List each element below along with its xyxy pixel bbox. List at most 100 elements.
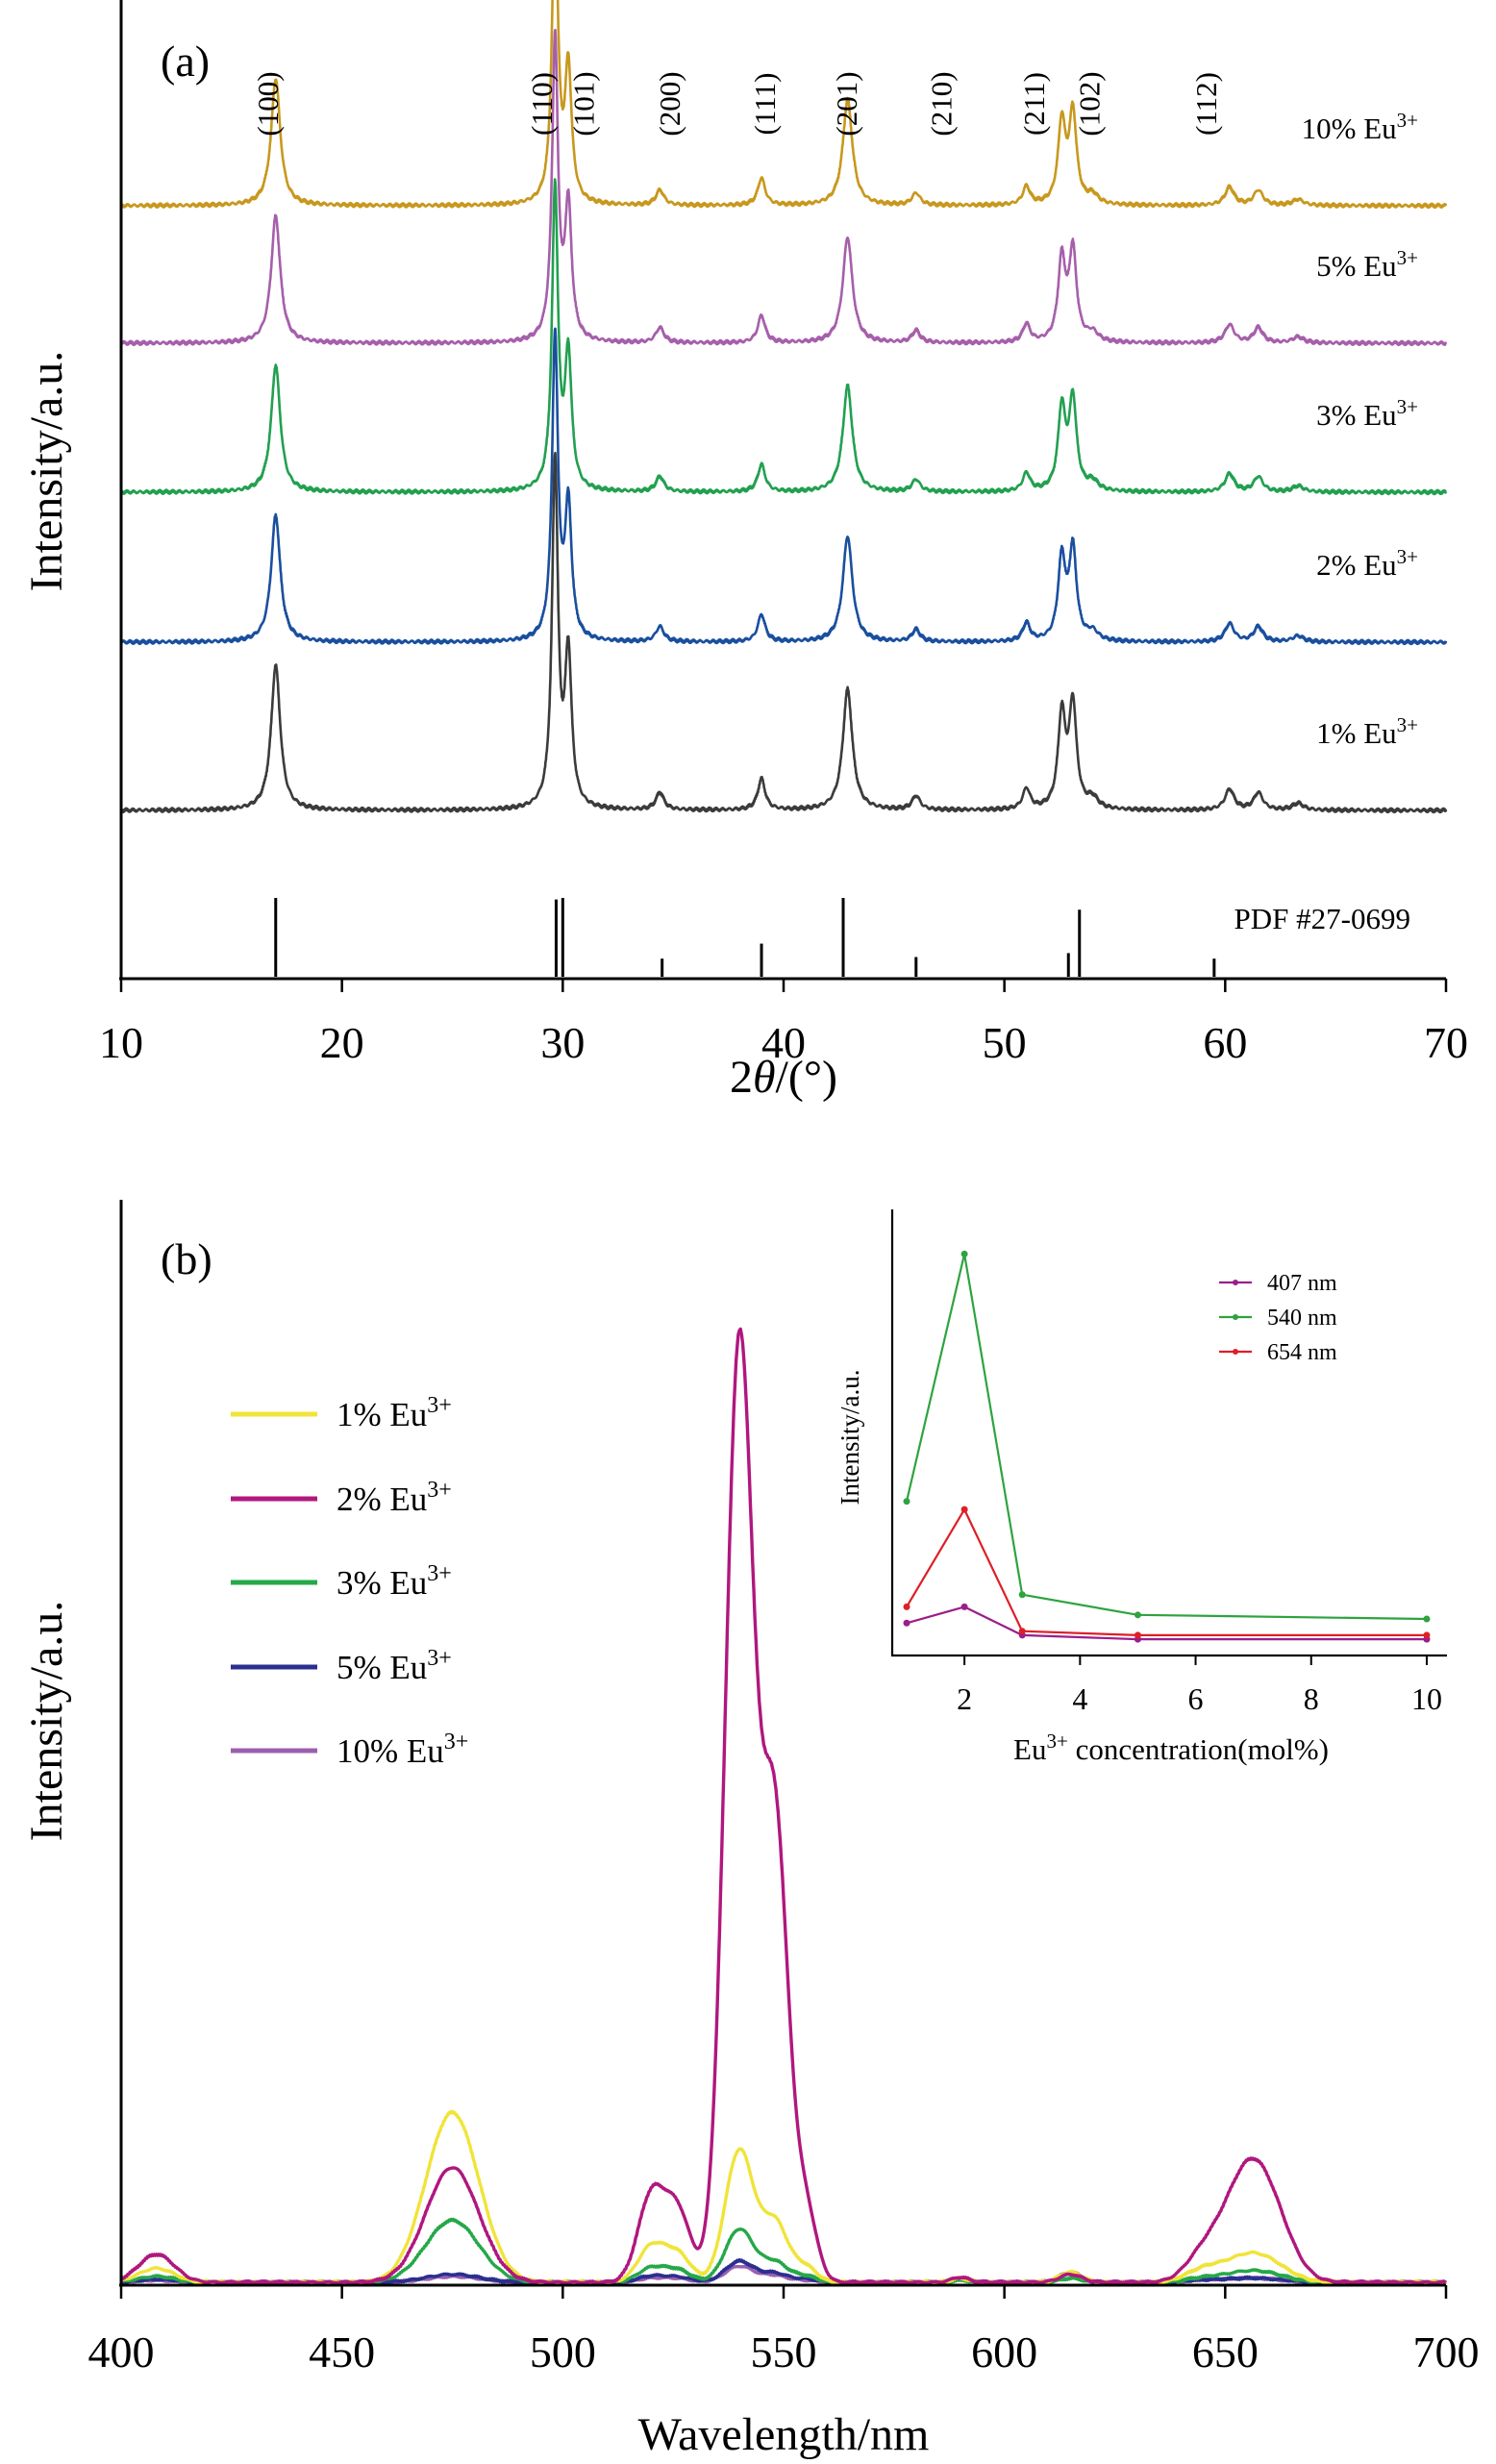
inset-point [903,1498,910,1506]
legend-item: 2% Eu3+ [231,1478,452,1518]
legend-item: 3% Eu3+ [231,1561,452,1602]
inset-legend-item: 540 nm [1219,1306,1337,1331]
xrd-series-line [119,28,1448,347]
b-x-ticks: 400 450 500 550 600 650 700 [88,2285,1480,2377]
inset-x-label-suffix: concentration(mol%) [1068,1732,1329,1766]
b-x-axis-label: Wavelength/nm [638,2409,930,2460]
b-x-tick-label: 400 [88,2327,155,2377]
a-x-tick-label: 30 [540,1018,585,1067]
inset-legend-marker [1233,1280,1238,1285]
a-x-tick-label: 20 [320,1018,364,1067]
xrd-series-line [119,451,1448,814]
inset-point [1423,1631,1431,1639]
inset-x-tick-label: 8 [1304,1681,1319,1716]
inset-y-axis-label: Intensity/a.u. [835,1370,864,1506]
inset-point [1134,1631,1141,1639]
hkl-label: (100) [251,71,285,136]
inset-curves [903,1250,1431,1643]
hkl-label: (210) [925,71,959,136]
series-labels: 1% Eu3+ 2% Eu3+ 3% Eu3+ 5% Eu3+ 10% Eu3+ [1302,109,1418,750]
inset-x-ticks: 2 4 6 8 10 [957,1655,1442,1716]
legend-item: 10% Eu3+ [231,1730,468,1770]
legend: 1% Eu3+ 2% Eu3+ 3% Eu3+ 5% Eu3+ 10% Eu3+ [231,1393,468,1770]
panel-a: (100) (110) (101) (200) (111) (201) (210) (211)… [21,0,1468,1103]
inset-point [960,1603,968,1610]
pl-series-line [120,1327,1447,2285]
series-label: 3% Eu3+ [1316,395,1418,432]
a-x-tick-label: 40 [761,1018,806,1067]
inset-legend-label: 407 nm [1267,1271,1337,1296]
legend-label: 2% Eu3+ [337,1478,452,1518]
hkl-label: (102) [1072,71,1106,136]
reference-label: PDF #27-0699 [1234,902,1410,935]
inset-legend-label: 654 nm [1267,1340,1337,1365]
hkl-label: (101) [566,71,600,136]
inset-x-tick-label: 2 [957,1681,972,1716]
inset-legend-label: 540 nm [1267,1306,1337,1331]
xrd-curves [119,0,1448,814]
inset-point [1018,1628,1026,1635]
inset-x-axis-label: Eu3+ concentration(mol%) [1013,1730,1329,1766]
inset-legend-marker [1233,1314,1238,1320]
legend-item: 1% Eu3+ [231,1393,452,1433]
series-label: 1% Eu3+ [1316,713,1418,750]
inset-point [903,1619,910,1627]
b-y-axis-label: Intensity/a.u. [21,1601,72,1842]
legend-label: 3% Eu3+ [337,1561,452,1602]
reference-pattern [274,898,1216,977]
pl-curves [119,1327,1448,2285]
a-x-axis-label: 2θ/(°) [730,1052,837,1103]
legend-label: 1% Eu3+ [337,1393,452,1433]
a-x-tick-label: 10 [99,1018,143,1067]
inset-x-tick-label: 10 [1411,1681,1442,1716]
panel-label-b: (b) [161,1234,212,1283]
a-x-label-theta: θ [753,1052,776,1103]
inset-legend-item: 407 nm [1219,1271,1337,1296]
hkl-label: (110) [525,72,559,136]
inset-point [1423,1615,1431,1623]
hkl-label: (112) [1189,72,1223,136]
series-label: 2% Eu3+ [1316,545,1418,582]
hkl-label: (211) [1017,72,1051,136]
legend-label: 10% Eu3+ [337,1730,468,1770]
series-label: 5% Eu3+ [1316,246,1418,283]
a-x-label-prefix: 2 [730,1052,753,1103]
hkl-label: (201) [830,71,863,136]
a-y-axis-label: Intensity/a.u. [21,351,72,592]
inset-legend: 407 nm 540 nm 654 nm [1219,1271,1337,1365]
inset-point [960,1250,968,1257]
b-x-tick-label: 550 [751,2327,817,2377]
inset-point [960,1506,968,1513]
inset: 2 4 6 8 10 407 nm 540 nm 654 nm Intensity/a.u.… [835,1209,1452,1766]
panel-b: 400 450 500 550 600 650 700 (b) Intensity/a.u.… [21,1200,1480,2460]
b-x-tick-label: 650 [1192,2327,1259,2377]
inset-point [1134,1611,1141,1619]
a-x-tick-label: 60 [1203,1018,1247,1067]
legend-item: 5% Eu3+ [231,1646,452,1686]
b-x-tick-label: 700 [1413,2327,1480,2377]
inset-x-tick-label: 6 [1188,1681,1204,1716]
a-x-tick-label: 70 [1424,1018,1468,1067]
legend-label: 5% Eu3+ [337,1646,452,1686]
inset-point [1018,1591,1026,1599]
b-x-tick-label: 600 [971,2327,1037,2377]
xrd-series-line [119,327,1448,646]
xrd-series-line [119,0,1448,210]
inset-legend-item: 654 nm [1219,1340,1337,1365]
hkl-label: (200) [653,71,686,136]
pl-series-line [119,2109,1448,2285]
inset-point [903,1603,910,1610]
inset-x-label-sup: 3+ [1046,1730,1067,1753]
inset-legend-marker [1233,1349,1238,1355]
a-x-label-suffix: /(°) [776,1052,838,1103]
inset-x-tick-label: 4 [1072,1681,1087,1716]
hkl-label: (111) [748,73,782,136]
xrd-series-line [119,178,1448,496]
a-x-tick-label: 50 [983,1018,1027,1067]
panel-label-a: (a) [161,37,210,86]
inset-x-label-prefix: Eu [1013,1732,1046,1766]
hkl-labels: (100) (110) (101) (200) (111) (201) (210) (211)… [251,71,1223,136]
series-label: 10% Eu3+ [1302,109,1418,145]
b-x-tick-label: 450 [309,2327,375,2377]
